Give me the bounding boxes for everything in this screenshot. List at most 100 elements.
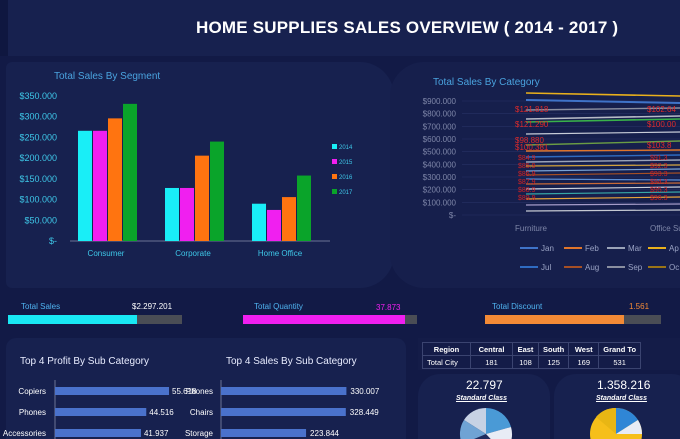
sales-value-label: 330.007 — [350, 387, 379, 396]
region-table: Region Central East South West Grand To … — [422, 342, 642, 369]
bar-2017 — [210, 141, 224, 241]
y-tick-label: $800.000 — [423, 110, 457, 119]
y-tick-label: $100.000 — [19, 195, 57, 205]
kpi-quantity-track — [243, 315, 417, 324]
kpi-discount-fill — [485, 315, 625, 324]
legend-label: 2017 — [339, 190, 353, 196]
south-value: 125 — [537, 355, 570, 369]
data-label-fragment: $96.3 — [650, 195, 668, 202]
region-row-label: Total City — [422, 355, 471, 369]
legend-label: Oc — [669, 263, 679, 272]
data-label-fragment: $94.3 — [650, 179, 668, 186]
x-tick-label: Consumer — [88, 249, 125, 258]
profit-category-label: Accessories — [3, 429, 46, 438]
data-label: $121.290 — [515, 120, 549, 129]
series-line — [525, 159, 680, 163]
pie2-chart — [590, 407, 643, 439]
pie2-slice-a — [616, 407, 638, 434]
series-line — [525, 154, 680, 158]
series-line — [525, 149, 680, 152]
data-label: $102.64 — [647, 105, 676, 114]
x-tick-label: Corporate — [175, 249, 211, 258]
profit-bar — [55, 387, 170, 395]
bar-2015 — [93, 130, 107, 241]
bar-2017 — [297, 175, 311, 241]
bar-2016 — [282, 197, 296, 241]
series-line — [525, 131, 680, 135]
legend-swatch — [332, 189, 337, 194]
series-line — [525, 168, 680, 172]
kpi-quantity-label: Total Quantity — [254, 302, 303, 311]
data-label: $98.880 — [515, 136, 544, 145]
data-label-fragment: $84.9 — [518, 155, 536, 162]
legend-swatch — [332, 144, 337, 149]
y-tick-label: $300.000 — [19, 112, 57, 122]
bar-2014 — [165, 187, 179, 241]
legend-label: 2014 — [339, 145, 353, 151]
legend-label: Jan — [541, 244, 554, 253]
profit-bar — [55, 408, 147, 416]
kpi-discount-label: Total Discount — [492, 302, 543, 311]
sales-bar — [221, 387, 347, 395]
header-accent — [0, 0, 8, 56]
y-tick-label: $900.000 — [423, 97, 457, 106]
grand-total-value: 531 — [598, 355, 642, 369]
y-tick-label: $100.000 — [423, 198, 457, 207]
kpi-sales-track — [8, 315, 182, 324]
west-value: 169 — [568, 355, 600, 369]
series-line — [525, 99, 680, 104]
profit-bar — [55, 429, 141, 437]
series-line — [525, 178, 680, 181]
legend-label: Ap — [669, 244, 679, 253]
series-line — [525, 203, 680, 206]
data-label-fragment: $91.3 — [650, 155, 668, 162]
y-tick-label: $200.000 — [423, 186, 457, 195]
bar-2016 — [195, 155, 209, 241]
pie1-slice-a — [486, 408, 511, 434]
series-line — [525, 186, 680, 190]
data-label-fragment: $86.9 — [518, 171, 536, 178]
segment-chart-title: Total Sales By Segment — [54, 71, 161, 82]
y-tick-label: $- — [49, 236, 57, 246]
data-label-fragment: $88.9 — [518, 187, 536, 194]
profit-value-label: 44.516 — [149, 408, 174, 417]
y-tick-label: $600.000 — [423, 135, 457, 144]
series-line — [525, 115, 680, 120]
bar-2015 — [180, 187, 194, 241]
legend-swatch — [332, 174, 337, 179]
sales-category-label: Chairs — [190, 408, 213, 417]
region-header: Region — [422, 342, 471, 356]
legend-label: 2016 — [339, 175, 353, 181]
pie2-value: 1.358.216 — [597, 378, 651, 392]
data-label: $100.00 — [647, 120, 676, 129]
pie1-slice-b — [486, 427, 513, 439]
west-header: West — [568, 342, 600, 356]
kpi-quantity-value: 37.873 — [376, 303, 401, 312]
bar-2017 — [123, 103, 137, 241]
kpi-quantity-fill — [243, 315, 405, 324]
sales-value-label: 223.844 — [310, 429, 339, 438]
y-tick-label: $700.000 — [423, 122, 457, 131]
series-line — [525, 164, 680, 167]
profit-category-label: Phones — [19, 408, 46, 417]
y-tick-label: $50.000 — [24, 215, 57, 225]
legend-label: Aug — [585, 263, 599, 272]
y-tick-label: $200.000 — [19, 153, 57, 163]
page-title: HOME SUPPLIES SALES OVERVIEW ( 2014 - 20… — [196, 18, 619, 37]
data-label-fragment: $92.3 — [650, 163, 668, 170]
legend-label: Sep — [628, 263, 643, 272]
y-tick-label: $400.000 — [423, 160, 457, 169]
sales-bar — [221, 408, 346, 416]
x-tick-label: Home Office — [258, 249, 303, 258]
profit-category-label: Copiers — [18, 387, 46, 396]
segment-bar-chart: $350.000 $300.000 $250.000 $200.000 $150.000… — [19, 91, 353, 258]
kpi-sales-value: $2.297.201 — [132, 302, 173, 311]
kpi-discount-track — [485, 315, 661, 324]
data-label: $103.8 — [647, 141, 672, 150]
legend-label: 2015 — [339, 160, 353, 166]
pie1-chart — [460, 407, 513, 439]
header-bar: HOME SUPPLIES SALES OVERVIEW ( 2014 - 20… — [0, 0, 680, 56]
sales-bar — [221, 429, 307, 437]
